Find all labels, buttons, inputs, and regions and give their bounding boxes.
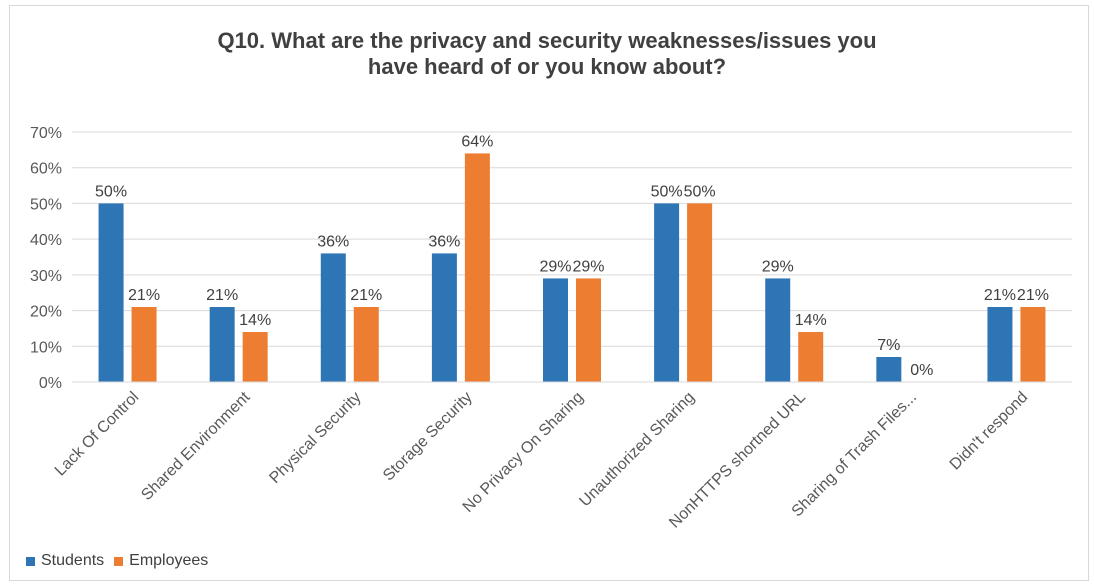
bar-employees [576, 278, 601, 382]
data-label-employees: 21% [128, 287, 160, 304]
bar-students [654, 203, 680, 382]
data-label-students: 29% [539, 258, 571, 275]
x-tick-label: No Privacy On Sharing [460, 389, 587, 516]
bar-students [98, 203, 124, 382]
y-tick-label: 50% [30, 196, 62, 213]
legend-swatch-students [26, 556, 35, 566]
y-tick-label: 30% [30, 268, 62, 285]
bar-employees [798, 332, 824, 382]
bar-employees [464, 153, 490, 382]
legend-item-students: Students [26, 552, 104, 570]
bar-students [876, 357, 902, 382]
bar-employees [131, 307, 157, 382]
bar-students [765, 278, 791, 382]
bar-employees [1020, 307, 1046, 382]
data-label-employees: 29% [572, 258, 604, 275]
x-tick-label: Storage Security [380, 389, 476, 485]
x-tick-label: Unauthorized Sharing [576, 389, 697, 510]
y-tick-label: 40% [30, 232, 62, 249]
legend: Students Employees [26, 552, 218, 570]
data-label-students: 36% [428, 233, 460, 250]
data-label-employees: 21% [350, 287, 382, 304]
bar-students [543, 278, 568, 382]
data-label-students: 50% [651, 183, 683, 200]
data-label-students: 50% [95, 183, 127, 200]
bar-employees [353, 307, 379, 382]
y-tick-label: 70% [30, 125, 62, 142]
data-label-employees: 50% [684, 183, 716, 200]
data-label-students: 36% [317, 233, 349, 250]
data-label-employees: 0% [910, 362, 933, 379]
bar-students [987, 307, 1013, 382]
legend-label-students: Students [41, 552, 105, 569]
bar-students [209, 307, 235, 382]
bar-employees [242, 332, 268, 382]
x-tick-label: Physical Security [266, 389, 364, 487]
bar-students [431, 253, 457, 382]
data-label-students: 29% [762, 258, 794, 275]
data-label-students: 21% [206, 287, 238, 304]
data-label-students: 7% [877, 337, 900, 354]
y-tick-label: 0% [39, 375, 62, 392]
legend-item-employees: Employees [114, 552, 208, 570]
bar-employees [687, 203, 713, 382]
x-tick-label: Sharing of Trash Files... [789, 389, 920, 520]
y-tick-label: 20% [30, 304, 62, 321]
y-tick-label: 10% [30, 339, 62, 356]
legend-swatch-employees [114, 556, 124, 566]
x-tick-label: Didn't respond [947, 389, 1032, 474]
x-tick-label: Lack Of Control [52, 389, 143, 480]
bar-students [320, 253, 346, 382]
legend-label-employees: Employees [129, 552, 209, 569]
y-tick-label: 60% [30, 161, 62, 178]
data-label-employees: 14% [795, 312, 827, 329]
data-label-employees: 14% [239, 312, 271, 329]
chart-title: Q10. What are the privacy and security w… [217, 28, 877, 79]
data-label-students: 21% [984, 287, 1016, 304]
x-tick-label: Shared Environment [138, 388, 254, 504]
data-label-employees: 21% [1017, 287, 1049, 304]
data-label-employees: 64% [461, 133, 493, 150]
